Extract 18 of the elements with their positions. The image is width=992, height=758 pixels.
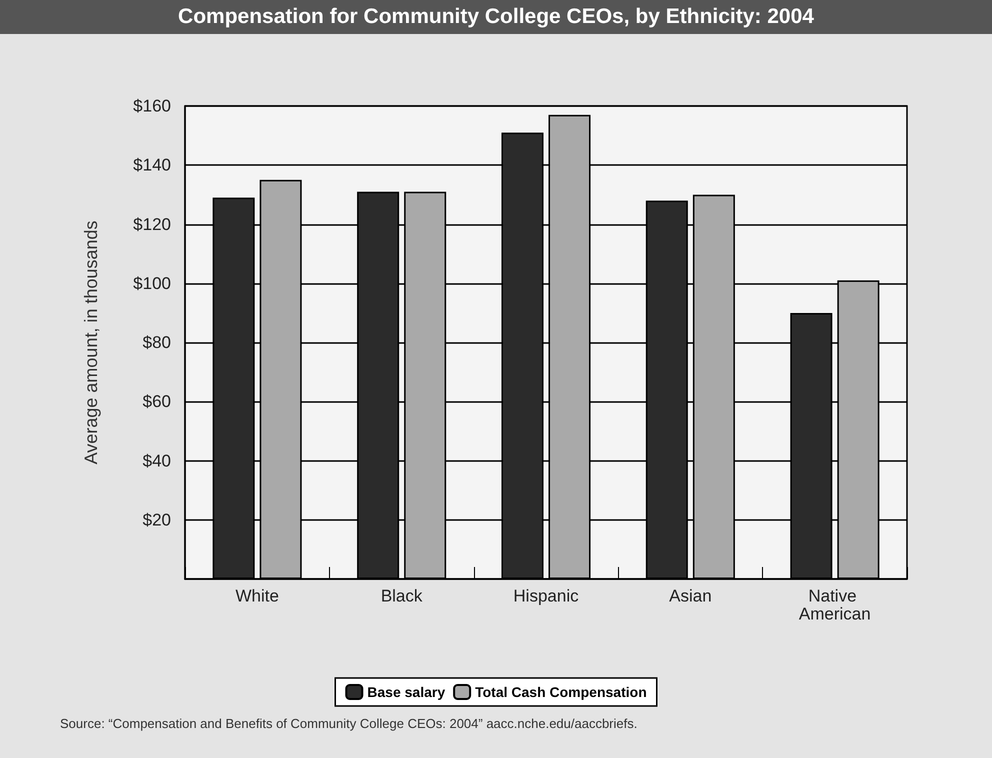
x-tick-label: Asian <box>669 586 712 606</box>
y-tick-label: $160 <box>133 96 171 116</box>
y-axis-title: Average amount, in thousands <box>81 220 101 464</box>
legend-label: Base salary <box>367 684 446 700</box>
x-tick-label: Native American <box>798 586 871 624</box>
y-tick-label: $80 <box>142 333 171 352</box>
y-tick-label: $20 <box>142 510 171 530</box>
chart-title: Compensation for Community College CEOs, by Ethnicity: 2004 <box>0 0 992 34</box>
x-tick-label: Black <box>380 586 423 606</box>
legend-label: Total Cash Compensation <box>475 684 647 700</box>
y-tick-label: $140 <box>133 156 171 175</box>
x-tick-label: White <box>235 586 279 606</box>
y-tick-label: $40 <box>142 451 171 470</box>
x-tick-label: Hispanic <box>513 586 580 606</box>
y-tick-label: $60 <box>142 392 171 412</box>
y-tick-label: $120 <box>133 214 171 234</box>
y-tick-label: $100 <box>133 274 171 293</box>
source-note: Source: “Compensation and Benefits of Community College CEOs: 2004” aacc.nche.edu/aaccbriefs. <box>59 716 638 731</box>
